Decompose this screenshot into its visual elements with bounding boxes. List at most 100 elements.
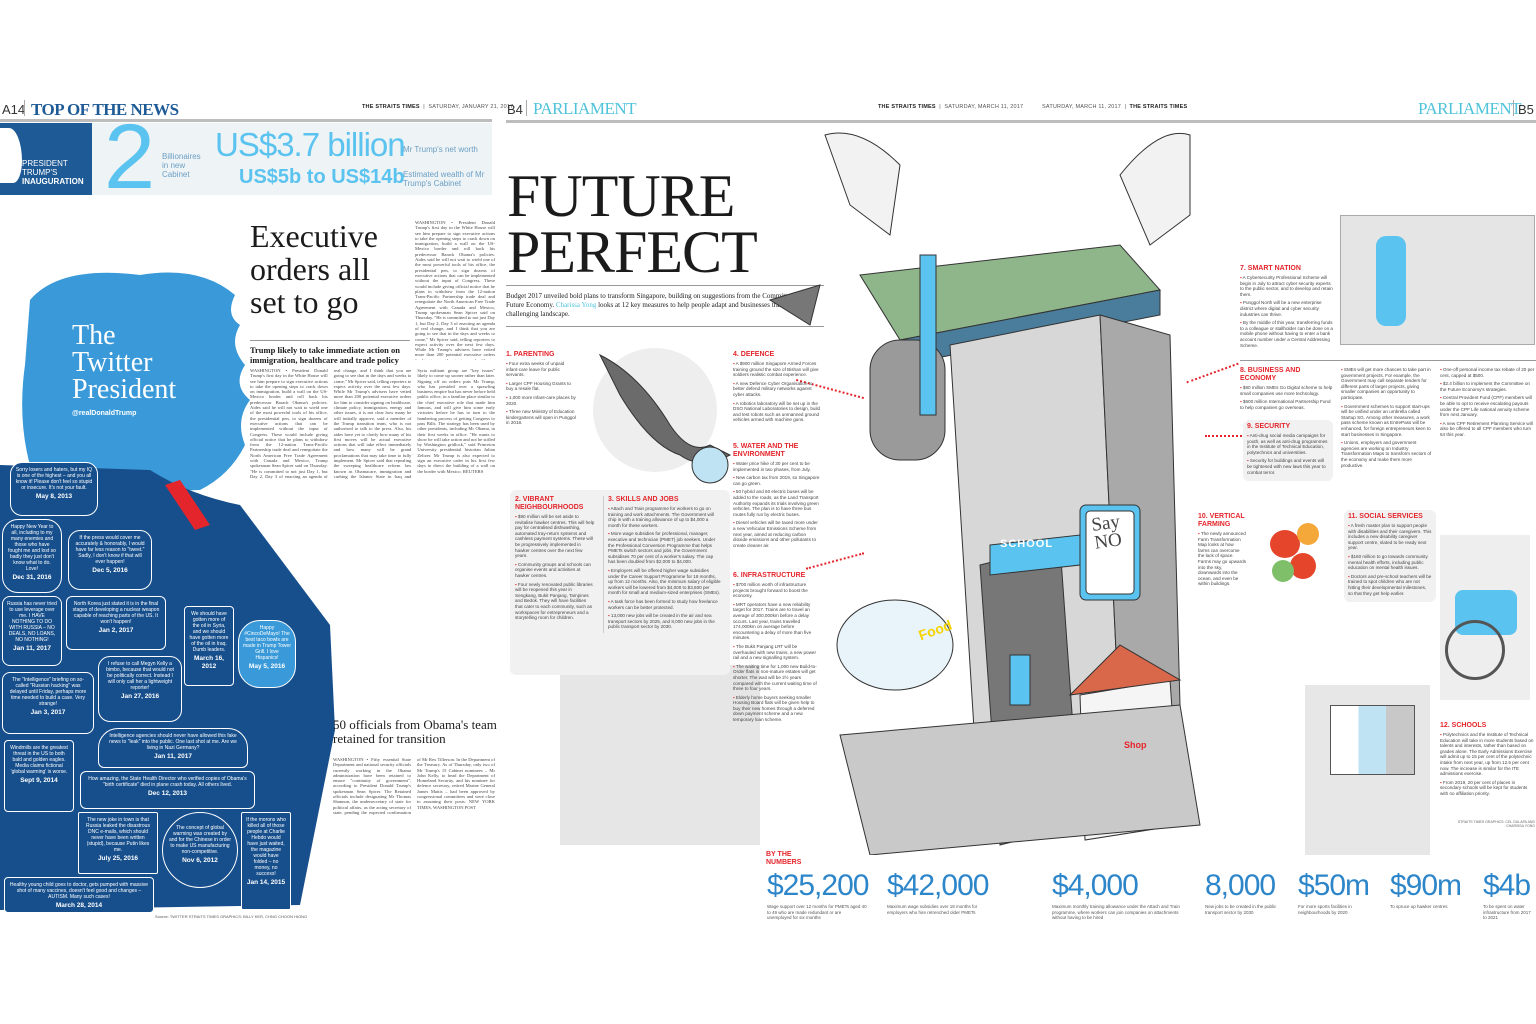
- tag-line: TRUMP'S: [22, 168, 58, 177]
- article-body: WASHINGTON • President Donald Trump's fi…: [250, 368, 495, 479]
- stat-caption: Maximum monthly training allowance under…: [1052, 904, 1180, 920]
- tweet-bubble: Sorry losers and haters, but my IQ is on…: [10, 462, 98, 516]
- tweet-bird-bubble: If the press would cover me accurately &…: [68, 530, 152, 590]
- section-title: PARLIAMENT: [533, 99, 637, 118]
- stat-caption: Maximum wage subsidies over 18 months fo…: [887, 904, 978, 915]
- section-heading: 4. DEFENCE: [733, 351, 775, 358]
- section-business-economy-col3: One-off personal income tax rebate of 20…: [1440, 367, 1535, 441]
- tomato-icon: [1272, 560, 1294, 582]
- net-worth-stat: US$3.7 billion: [215, 126, 406, 163]
- article-headline: Executive orders all set to go: [250, 218, 378, 320]
- section-title: PARLIAMENT: [1418, 99, 1522, 118]
- stat-caption: To be spent on water infrastructure from…: [1483, 904, 1531, 920]
- article-subhead: Trump likely to take immediate action on…: [250, 345, 400, 365]
- section-water-environment: 5. WATER AND THE ENVIRONMENT Water price…: [733, 443, 821, 551]
- tweet-pencil-bubble: If the morons who killed all of those pe…: [241, 812, 291, 910]
- helicopter-icon: [768, 284, 821, 326]
- section-heading: 2. VIBRANT NEIGHBOURHOODS: [515, 496, 584, 511]
- stat-value: $50m: [1298, 869, 1370, 902]
- article-headline: 50 officials from Obama's team retained …: [333, 717, 497, 746]
- cabinet-wealth-label: Estimated wealth of Mr Trump's Cabinet: [403, 170, 485, 188]
- masthead-meta: THE STRAITS TIMES | SATURDAY, MARCH 11, …: [878, 104, 1024, 110]
- say-no-sign-inner: [1085, 510, 1135, 595]
- billionaires-label: Billionaires in new Cabinet: [162, 152, 201, 179]
- tag-line: PRESIDENT: [22, 159, 68, 168]
- title-line: President: [72, 374, 177, 405]
- divider: [1513, 100, 1514, 116]
- tomato-icon: [1270, 530, 1300, 558]
- tweet-bubble: Russia has never tried to use leverage o…: [2, 596, 62, 666]
- masthead-meta: SATURDAY, MARCH 11, 2017 | THE STRAITS T…: [1042, 104, 1188, 110]
- section-infrastructure: 6. INFRASTRUCTURE $700 million worth of …: [733, 572, 821, 726]
- stat-caption: New jobs to be created in the public tra…: [1205, 904, 1277, 915]
- stat-item: $90m To spruce up hawker centres: [1390, 871, 1462, 910]
- section-schools: 12. SCHOOLS Polytechnics and the Institu…: [1440, 722, 1535, 800]
- tomato-icon: [1297, 523, 1319, 545]
- standfirst: Budget 2017 unveiled bold plans to trans…: [506, 292, 813, 318]
- stat-value: 8,000: [1205, 869, 1276, 902]
- shop-sign-text: Shop: [1124, 740, 1147, 750]
- tweet-syringe-bubble: Healthy young child goes to doctor, gets…: [4, 877, 154, 913]
- shop-roof: [1068, 644, 1182, 696]
- tweet-bubble: Happy #CincoDeMayo! The best taco bowls …: [238, 620, 296, 688]
- stat-item: $42,000 Maximum wage subsidies over 18 mo…: [887, 869, 989, 915]
- section-heading: 6. INFRASTRUCTURE: [733, 572, 806, 579]
- stat-caption: For more sports facilities in neighbourh…: [1298, 904, 1352, 915]
- title-line: The: [72, 320, 116, 351]
- graphic-title: The Twitter President: [72, 320, 177, 405]
- tweet-plane-bubble: How amazing, the State Health Director w…: [80, 771, 255, 809]
- section-heading: 9. SECURITY: [1247, 423, 1291, 430]
- headline-line: FUTURE: [507, 163, 735, 229]
- author-byline[interactable]: Charissa Yong: [555, 301, 597, 309]
- hands-icon: [824, 132, 901, 236]
- section-neighbourhoods: 2. VIBRANT NEIGHBOURHOODS $90 million wi…: [515, 496, 595, 624]
- tweet-bubble: I refuse to call Megyn Kelly a bimbo, be…: [98, 656, 182, 722]
- tower-base: [839, 704, 1201, 855]
- tweet-envelope-bubble: The new joke in town is that Russia leak…: [78, 812, 158, 874]
- page-number: A14: [2, 102, 26, 117]
- crowd-illustration: [560, 665, 760, 845]
- net-worth-label: Mr Trump's net worth: [403, 145, 478, 154]
- section-security: 9. SECURITY Anti-drug social media campa…: [1243, 420, 1333, 482]
- shirt-collar: [150, 467, 185, 480]
- section-heading: 5. WATER AND THE ENVIRONMENT: [733, 443, 799, 458]
- section-defence: 4. DEFENCE A $900 million Singapore Arme…: [733, 351, 821, 426]
- food-dome: [836, 599, 954, 691]
- tweet-bubble: The "Intelligence" briefing on so-called…: [2, 672, 94, 734]
- article-body: WASHINGTON • Fifty essential State Depar…: [333, 757, 495, 815]
- person-at-computer-icon: [1376, 236, 1406, 326]
- page-number: B4: [507, 102, 523, 117]
- stat-caption: Wage support over 12 months for PMETs ag…: [767, 904, 867, 920]
- map-icon: [1330, 705, 1415, 775]
- stat-value: $4,000: [1052, 869, 1139, 902]
- issue-date: SATURDAY, JANUARY 21, 2017: [428, 104, 514, 110]
- headline-line: PERFECT: [507, 219, 758, 285]
- tomato-icon: [1290, 553, 1316, 579]
- section-title: TOP OF THE NEWS: [31, 100, 179, 119]
- graphic-source: Source: TWITTER STRAITS TIMES GRAPHICS: …: [155, 914, 308, 919]
- tag-line: INAUGURATION: [22, 177, 84, 186]
- by-the-numbers-title: BY THE NUMBERS: [766, 851, 802, 866]
- stat-caption: To spruce up hawker centres: [1390, 904, 1448, 909]
- stat-value: $25,200: [767, 869, 869, 902]
- bus-icon: [1009, 654, 1031, 706]
- graphics-credit: STRAITS TIMES GRAPHICS: CEL GULAPA AND C…: [1457, 820, 1535, 828]
- section-parenting: 1. PARENTING Four extra weeks of unpaid …: [506, 351, 576, 429]
- wheelchair-illustration: [1440, 535, 1530, 700]
- dotted-connector: [1205, 435, 1245, 437]
- stat-value: $42,000: [887, 869, 989, 902]
- stat-item: $25,200 Wage support over 12 months for P…: [767, 869, 869, 921]
- trump-head-silhouette: [22, 272, 251, 495]
- header-rule: [0, 119, 492, 122]
- section-business-economy: 8. BUSINESS AND ECONOMY $80 million SMEs…: [1240, 367, 1335, 413]
- tweet-oil-barrel: We should have gotten more of the oil in…: [184, 606, 234, 686]
- tweet-windmill-bubble: Windmills are the greatest threat in the…: [4, 740, 74, 812]
- tweet-bubble: Happy New Year to all, including to my m…: [2, 519, 62, 593]
- feature-headline: FUTURE PERFECT: [507, 163, 758, 285]
- section-smart-nation: 7. SMART NATION A Cybersecurity Professi…: [1240, 265, 1335, 351]
- smart-nation-illustration: [1340, 215, 1535, 345]
- stat-item: $4,000 Maximum monthly training allowance…: [1052, 871, 1187, 921]
- paper-name: THE STRAITS TIMES: [362, 104, 420, 110]
- stat-value: $4b: [1483, 869, 1531, 902]
- school-building: [989, 534, 1081, 576]
